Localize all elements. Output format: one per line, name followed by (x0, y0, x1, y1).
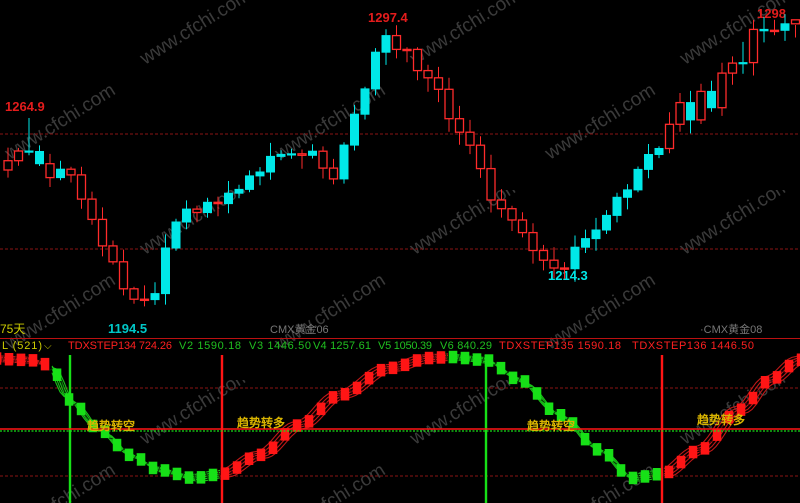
svg-text:V6 840.29: V6 840.29 (440, 340, 492, 352)
svg-text:趋势转多: 趋势转多 (697, 412, 745, 427)
svg-text:TDXSTEP136 1446.50: TDXSTEP136 1446.50 (632, 340, 754, 352)
svg-text:TDXSTEP134 724.26: TDXSTEP134 724.26 (68, 340, 172, 352)
svg-text:V3 1446.50: V3 1446.50 (249, 340, 311, 352)
svg-text:1194.5: 1194.5 (108, 321, 147, 336)
svg-text:TDXSTEP135 1590.18: TDXSTEP135 1590.18 (499, 340, 621, 352)
svg-text:趋势转空: 趋势转空 (527, 418, 575, 433)
svg-text:1264.9: 1264.9 (5, 99, 45, 114)
svg-text:1297.4: 1297.4 (368, 10, 409, 25)
svg-text:趋势转多: 趋势转多 (237, 415, 285, 430)
svg-text:L (521): L (521) (2, 340, 42, 352)
svg-text:趋势转空: 趋势转空 (87, 418, 135, 433)
svg-text:CMX黄金06: CMX黄金06 (270, 322, 329, 336)
svg-text:V4 1257.61: V4 1257.61 (313, 340, 371, 352)
svg-text:·CMX黄金08: ·CMX黄金08 (700, 322, 762, 336)
svg-text:⌵: ⌵ (44, 341, 52, 352)
svg-text:V2 1590.18: V2 1590.18 (179, 340, 241, 352)
svg-text:1298: 1298 (757, 6, 786, 21)
svg-text:V5 1050.39: V5 1050.39 (378, 340, 432, 352)
svg-text:75天: 75天 (0, 322, 25, 336)
